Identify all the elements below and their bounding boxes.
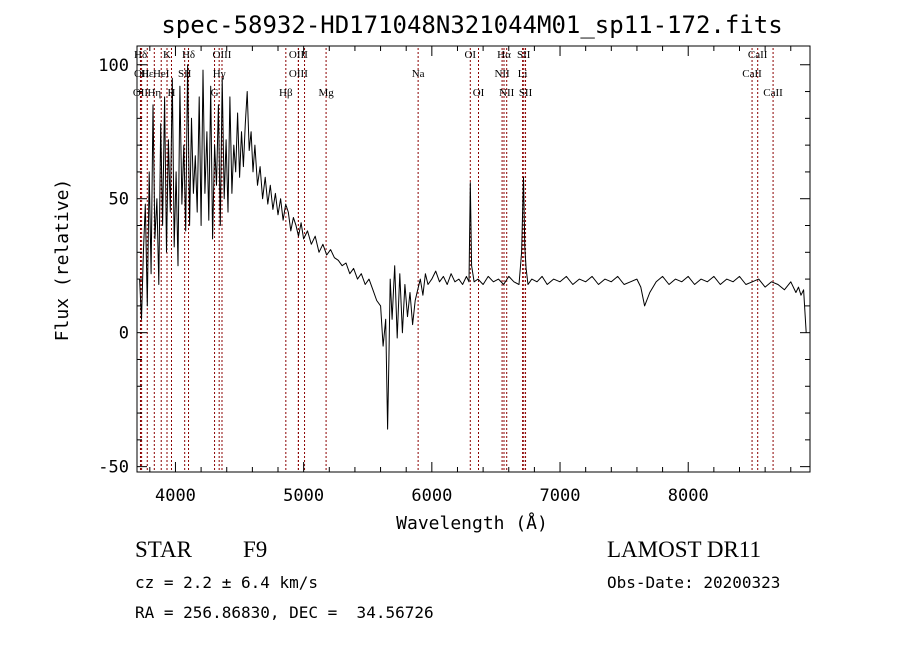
survey-name: LAMOST DR11 <box>607 537 761 562</box>
y-tick-label: 100 <box>98 56 129 76</box>
line-label-18: Na <box>412 68 425 80</box>
line-label-24: SII <box>517 49 531 61</box>
y-tick-label: 50 <box>109 190 129 210</box>
line-label-1: OII <box>134 68 150 80</box>
line-label-16: Mg <box>318 87 334 99</box>
line-label-14: OIII <box>289 68 308 80</box>
x-tick-label: 7000 <box>540 486 581 506</box>
x-tick-label: 4000 <box>155 486 196 506</box>
line-label-25: Li <box>518 68 528 80</box>
line-label-0: Hδ <box>134 49 147 61</box>
line-label-12: G <box>211 87 219 99</box>
line-label-22: NII <box>494 68 510 80</box>
coordinates: RA = 256.86830, DEC = 34.56726 <box>135 603 434 622</box>
line-label-15: Hβ <box>279 87 293 99</box>
line-label-6: HeI <box>153 68 170 80</box>
redshift-cz: cz = 2.2 ± 6.4 km/s <box>135 573 319 592</box>
x-axis: 4000 5000 6000 7000 8000 <box>149 46 792 506</box>
line-label-19: OI <box>464 49 476 61</box>
line-label-21: Hα <box>497 49 511 61</box>
y-axis: -50 0 50 100 <box>98 56 810 478</box>
x-axis-label: Wavelength (Å) <box>396 512 548 534</box>
line-label-2: OII <box>133 87 149 99</box>
line-label-20: OI <box>473 87 485 99</box>
plot-frame <box>136 45 811 473</box>
x-tick-label: 8000 <box>668 486 709 506</box>
x-tick-label: 5000 <box>283 486 324 506</box>
x-tick-label: 6000 <box>411 486 452 506</box>
line-label-28: CaII <box>742 68 762 80</box>
y-axis-label: Flux (relative) <box>52 179 73 342</box>
line-label-3: Hε <box>141 68 154 80</box>
chart-title: spec-58932-HD171048N321044M01_sp11-172.f… <box>161 11 782 39</box>
line-label-27: CaII <box>748 49 768 61</box>
line-label-9: SII <box>178 68 192 80</box>
line-label-8: Hδ <box>182 49 195 61</box>
line-label-13: OIII <box>289 49 308 61</box>
line-label-26: SII <box>519 87 533 99</box>
line-label-4: Hη <box>147 87 161 99</box>
line-label-23: NII <box>499 87 515 99</box>
object-subclass: F9 <box>243 537 268 562</box>
line-label-5: K <box>163 49 171 61</box>
line-label-11: Hγ <box>213 68 226 80</box>
spectrum-line <box>139 64 807 430</box>
object-class: STAR <box>135 537 192 562</box>
line-label-29: CaII <box>763 87 783 99</box>
y-tick-label: -50 <box>98 458 129 478</box>
line-label-10: OIII <box>213 49 232 61</box>
obs-date: Obs-Date: 20200323 <box>607 573 781 592</box>
line-label-7: H <box>168 87 176 99</box>
y-tick-label: 0 <box>119 324 129 344</box>
spectral-line-markers <box>139 48 774 472</box>
